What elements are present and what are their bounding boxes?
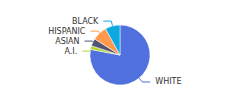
svg-text:A.I.: A.I. (64, 47, 77, 56)
svg-text:BLACK: BLACK (72, 17, 99, 26)
svg-text:ASIAN: ASIAN (55, 37, 79, 46)
svg-text:WHITE: WHITE (155, 77, 181, 86)
svg-text:HISPANIC: HISPANIC (48, 27, 86, 36)
